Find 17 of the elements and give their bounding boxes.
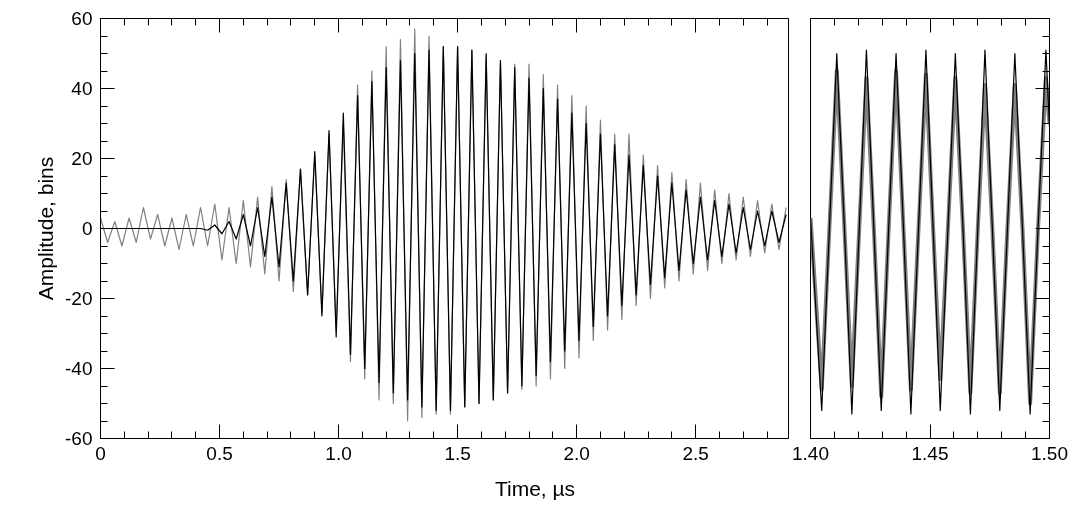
y-tick-label: 0 [81, 218, 93, 239]
x-tick-label: 2.0 [563, 442, 590, 464]
y-axis-title: Amplitude, bins [34, 156, 58, 301]
x-tick-label: 1.0 [325, 442, 352, 464]
y-tick-label: 40 [71, 78, 93, 99]
x-tick-label: 2.5 [682, 442, 709, 464]
y-tick-label: -40 [65, 358, 93, 379]
x-tick-label: 1.50 [1031, 442, 1068, 464]
y-tick-label: -20 [65, 288, 93, 309]
x-axis-title: Time, µs [494, 476, 576, 502]
x-tick-label: 1.40 [792, 442, 829, 464]
x-tick-label: 1.45 [911, 442, 949, 464]
y-tick-label: 20 [71, 148, 93, 169]
x-tick-label: 0.5 [206, 442, 233, 464]
y-tick-label: -60 [65, 428, 93, 449]
y-tick-label: 60 [71, 8, 93, 29]
x-tick-label: 1.5 [444, 442, 471, 464]
